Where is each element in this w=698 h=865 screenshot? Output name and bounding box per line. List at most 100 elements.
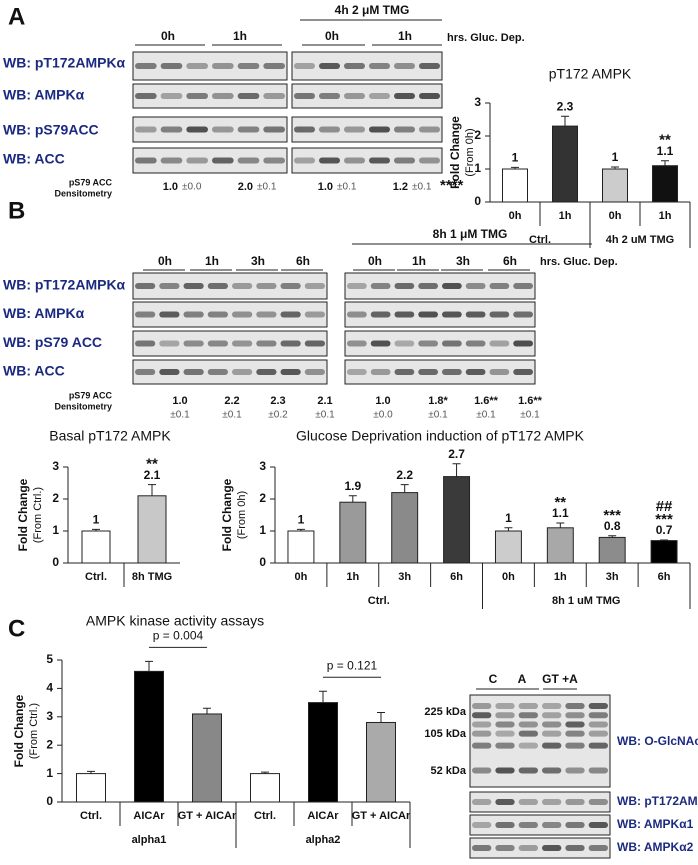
blot-band <box>472 703 492 710</box>
blot-band <box>419 157 440 164</box>
bar <box>552 125 578 203</box>
error-bar <box>148 484 156 496</box>
blot-band <box>159 283 180 289</box>
blot-band <box>304 283 325 289</box>
blot-band <box>518 742 538 749</box>
blot-band <box>159 369 180 375</box>
blot-band <box>369 126 390 133</box>
blot-band <box>256 369 277 375</box>
blot-band <box>465 311 486 318</box>
blot-band <box>489 311 510 318</box>
group-label: 8h 1 uM TMG <box>552 595 620 607</box>
blot-band <box>344 126 365 133</box>
blot-band <box>418 283 438 289</box>
x-tick-label: AICAr <box>133 810 165 822</box>
densitometry-error: ±0.1 <box>257 182 277 193</box>
lane-label: 1h <box>233 29 247 43</box>
y-tick-label: 0 <box>52 555 59 569</box>
blot-band <box>394 283 415 289</box>
lane-label: 6h <box>296 254 310 268</box>
significance: ** <box>146 456 158 473</box>
densitometry-error: ±0.1 <box>520 410 540 421</box>
blot-band <box>370 283 391 289</box>
x-tick-label: 1h <box>659 210 672 222</box>
value-label: 1.1 <box>552 506 569 520</box>
blot-band <box>542 742 562 749</box>
blot-band <box>159 311 180 318</box>
group-label: 4h 2 uM TMG <box>606 234 674 246</box>
densitometry-error: ±0.1 <box>412 182 432 193</box>
x-tick-label: 6h <box>450 571 463 583</box>
blot-band <box>513 311 533 318</box>
blot-band <box>263 126 285 133</box>
treatment-label: 4h 2 μM TMG <box>335 3 410 17</box>
blot-band <box>588 712 608 719</box>
error-bar <box>660 539 669 541</box>
error-bar <box>661 160 669 166</box>
blot-band <box>186 63 208 69</box>
error-bar <box>145 660 153 672</box>
blot-band <box>304 311 325 318</box>
blot-band <box>542 822 562 828</box>
blot-band <box>263 157 285 164</box>
blot-label: WB: pS79 ACC <box>3 334 102 350</box>
x-tick-label: 3h <box>398 571 411 583</box>
chart-title: Glucose Deprivation induction of pT172 A… <box>296 428 585 444</box>
densitometry-value: 2.1 <box>317 395 332 407</box>
error-bar <box>296 528 305 531</box>
blot-band <box>370 340 391 347</box>
blot-band <box>542 799 562 805</box>
blot-band <box>344 63 365 69</box>
blot-band <box>472 721 492 728</box>
error-bar <box>561 115 569 127</box>
lane-label: 3h <box>456 254 470 268</box>
blot-band <box>394 126 415 133</box>
blot-label: WB: AMPKα <box>3 87 85 103</box>
x-tick-label: 8h TMG <box>132 571 172 583</box>
blot <box>469 837 611 859</box>
marker-label: 52 kDa <box>431 765 467 777</box>
blot-band <box>183 340 204 347</box>
marker-label: 225 kDa <box>424 706 466 718</box>
blot-band <box>565 721 585 728</box>
densitometry-label: pS79 ACC <box>69 177 113 187</box>
lane-label: 0h <box>158 254 172 268</box>
lane-label: C <box>489 672 498 686</box>
blot-band <box>418 369 438 375</box>
significance: ** <box>554 494 566 511</box>
blot-band <box>344 93 365 99</box>
chart-title: AMPK kinase activity assays <box>86 613 264 629</box>
blot <box>291 51 443 81</box>
blot-band <box>542 703 562 710</box>
blot-band <box>495 721 515 728</box>
error-bar <box>92 528 100 531</box>
bar <box>366 721 396 803</box>
blot-band <box>319 157 340 164</box>
blot-band <box>565 822 585 828</box>
lane-label: 1h <box>398 29 412 43</box>
value-label: 1 <box>512 151 519 165</box>
densitometry-error: ±0.1 <box>476 410 496 421</box>
y-tick-label: 0 <box>474 194 481 208</box>
value-label: 1 <box>612 150 619 164</box>
blot-band <box>135 283 156 289</box>
blot-label: WB: ACC <box>3 363 65 379</box>
densitometry-label: Densitometry <box>54 188 112 198</box>
y-axis-label: (From Ctrl.) <box>32 487 44 543</box>
blot-band <box>588 822 608 828</box>
blot <box>132 51 288 81</box>
bar <box>502 168 528 203</box>
y-tick-label: 3 <box>259 459 266 473</box>
bar <box>650 540 678 564</box>
blot-label: WB: ACC <box>3 151 65 167</box>
error-bar <box>348 495 357 503</box>
bar <box>137 495 167 564</box>
x-tick-label: 1h <box>346 571 359 583</box>
blot-band <box>588 767 608 774</box>
y-axis-label: Fold Change <box>220 478 234 551</box>
blot-band <box>542 712 562 719</box>
blot-band <box>518 712 538 719</box>
blot-band <box>518 799 538 805</box>
bar <box>339 501 367 564</box>
blot-band <box>394 63 415 69</box>
